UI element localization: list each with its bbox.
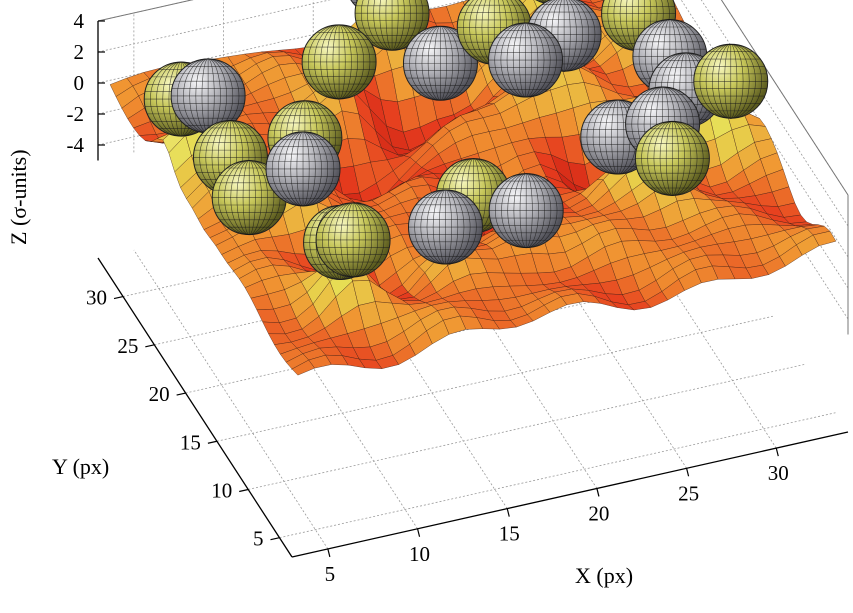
sphere-grey [488, 173, 564, 249]
sphere-yellow [693, 43, 769, 119]
sphere-grey [402, 25, 478, 101]
y-tick-label: 10 [211, 478, 232, 502]
z-axis-title: Z (σ-units) [6, 149, 31, 245]
y-floor-gridline [248, 364, 805, 490]
x-axis-title: X (px) [575, 563, 633, 588]
x-tick-label: 15 [499, 522, 520, 546]
y-tick-label: 5 [253, 527, 264, 551]
y-floor-gridline [185, 267, 742, 394]
z-tick-label: 4 [74, 9, 85, 33]
sphere-yellow [315, 202, 391, 278]
z-gridline [680, 0, 849, 258]
sphere-grey [407, 189, 483, 265]
x-tick [596, 488, 600, 497]
y-tick-label: 25 [117, 334, 138, 358]
y-tick [145, 344, 155, 348]
y-axis-line [97, 257, 293, 558]
x-floor-gridline [133, 249, 329, 550]
sphere-yellow [354, 0, 430, 51]
x-tick-label: 30 [768, 461, 789, 485]
x-tick-label: 20 [588, 501, 609, 525]
z-tick-label: 0 [74, 71, 85, 95]
y-floor-gridline [279, 412, 836, 539]
y-tick [207, 440, 218, 444]
sphere-grey [265, 131, 341, 207]
x-tick-label: 25 [678, 481, 699, 505]
sphere-markers [143, 0, 769, 280]
x-tick [775, 447, 779, 457]
x-tick [506, 508, 510, 517]
z-tick-label: -4 [67, 133, 85, 157]
y-tick-label: 15 [180, 430, 201, 454]
y-tick [113, 295, 124, 300]
y-tick-label: 30 [86, 286, 107, 310]
sphere-grey [488, 22, 564, 98]
y-tick [270, 537, 280, 541]
axes: X (px) Y (px) Z (σ-units) 51015202530510… [6, 9, 789, 588]
x-tick [416, 528, 421, 537]
y-tick-label: 20 [149, 382, 170, 406]
y-tick [176, 392, 186, 396]
x-axis-line [291, 431, 849, 558]
x-tick [327, 548, 331, 558]
x-tick-label: 5 [325, 562, 336, 586]
z-tick-label: -2 [67, 102, 85, 126]
x-tick [685, 468, 690, 477]
sphere-yellow [301, 24, 377, 100]
x-tick-label: 10 [409, 542, 430, 566]
surface-patch [812, 230, 837, 247]
sphere-yellow [634, 120, 710, 196]
y-axis-title: Y (px) [52, 454, 109, 479]
y-floor-gridline [216, 315, 773, 442]
y-tick [239, 488, 249, 493]
box-top-edge [97, 0, 849, 196]
z-tick-label: 2 [74, 40, 85, 64]
